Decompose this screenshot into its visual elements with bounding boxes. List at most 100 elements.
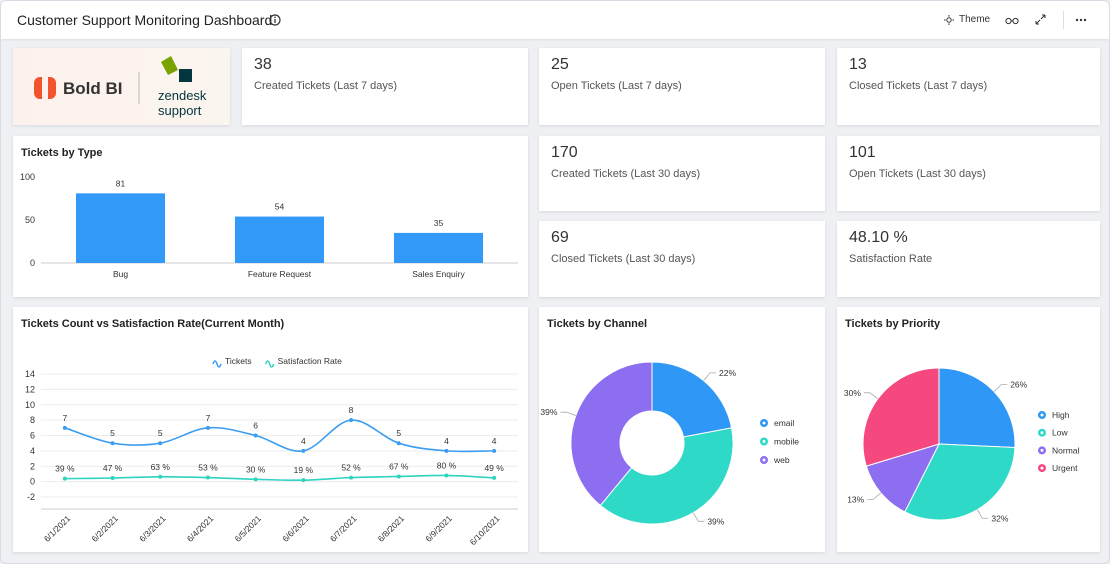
data-label: 4 [492,436,497,446]
slice [570,361,653,507]
fullscreen-icon[interactable] [1035,14,1046,25]
y-tick-label: 50 [25,215,35,225]
kpi-label: Satisfaction Rate [849,253,933,265]
point [396,474,401,479]
x-tick-label: 6/10/2021 [468,513,502,547]
leader-line [993,384,1008,392]
chart: Tickets by Priority 26% High 32% Low 13% Norma… [844,318,1080,523]
slice [862,367,940,467]
dashboard-title: Customer Support Monitoring Dashboard [17,12,273,28]
chart: Tickets by Type 0 50 100 81 Bug 54 Feature Requ… [20,147,518,279]
legend-label: Normal [1052,445,1080,455]
data-label: 30% [844,388,861,398]
legend-marker-dot [762,421,766,425]
x-tick-label: 6/1/2021 [42,513,73,544]
data-label: 54 [275,202,285,212]
kpi-value: 25 [551,56,569,73]
point [396,441,401,446]
point [349,475,354,480]
kpi-value: 38 [254,56,272,73]
data-label: 26% [1010,380,1027,390]
data-label: 39% [540,407,557,417]
view-icon[interactable] [1005,15,1019,25]
point [492,448,497,453]
theme-icon[interactable] [944,15,954,25]
point [205,475,210,480]
slice [904,443,1016,521]
y-tick-label: 12 [25,384,35,394]
kpi-label: Closed Tickets (Last 7 days) [849,80,988,92]
zendesk-mark [161,56,178,75]
chart-title: Tickets by Type [21,147,103,159]
leader-line [867,492,882,500]
x-tick-label: 6/4/2021 [185,513,216,544]
x-tick-label: 6/3/2021 [137,513,168,544]
bold-bi-text: Bold BI [63,79,123,98]
chart-card: Tickets by Type 0 50 100 81 Bug 54 Feature Requ… [13,136,528,297]
x-tick-label: Bug [113,269,128,279]
x-tick-label: Feature Request [248,269,312,279]
info-icon[interactable] [269,14,281,26]
kpi-card: 25 Open Tickets (Last 7 days) [539,48,825,125]
support-text: support [158,103,202,118]
legend-marker-dot [1040,413,1044,417]
kpi-label: Closed Tickets (Last 30 days) [551,253,696,265]
point [301,448,306,453]
chart-title: Tickets Count vs Satisfaction Rate(Curre… [21,318,285,330]
data-label: 4 [444,436,449,446]
y-tick-label: 14 [25,369,35,379]
y-tick-label: 6 [30,431,35,441]
leader-line [692,512,705,522]
data-label: 63 % [151,462,171,472]
theme-button[interactable]: Theme [959,14,991,25]
zendesk-mark-2 [179,69,192,82]
x-tick-label: 6/8/2021 [376,513,407,544]
x-tick-label: 6/2/2021 [89,513,120,544]
legend-label: Low [1052,428,1068,438]
legend-marker [212,360,222,368]
zendesk-text: zendesk [158,88,207,103]
kpi-value: 69 [551,229,569,246]
leader-line [703,372,717,381]
legend-label: High [1052,410,1070,420]
legend-label: email [774,418,794,428]
point [110,441,115,446]
point [253,477,258,482]
chart-title: Tickets by Channel [547,318,647,330]
point [444,473,449,478]
data-label: 35 [434,218,444,228]
legend-marker-dot [1040,466,1044,470]
bar [75,193,166,263]
data-label: 19 % [294,465,314,475]
x-tick-label: 6/5/2021 [233,513,264,544]
point [62,425,67,430]
kpi-card: 69 Closed Tickets (Last 30 days) [539,221,825,297]
kpi-card: 170 Created Tickets (Last 30 days) [539,136,825,211]
data-label: 39 % [55,464,75,474]
more-icon[interactable] [1075,18,1087,22]
point [62,476,67,481]
kpi-label: Created Tickets (Last 7 days) [254,80,398,92]
bar [393,232,484,263]
kpi-label: Open Tickets (Last 7 days) [551,80,682,92]
point [158,441,163,446]
kpi-card: 13 Closed Tickets (Last 7 days) [837,48,1100,125]
chart-card: Tickets by Channel 22% email 39% mobile 39% we… [539,307,825,552]
divider [1063,11,1064,29]
data-label: 32% [991,513,1008,523]
data-label: 7 [206,413,211,423]
kpi-value: 13 [849,56,867,73]
data-label: 52 % [341,463,361,473]
legend-marker-dot [1040,431,1044,435]
legend-label: web [773,455,790,465]
data-label: 47 % [103,463,123,473]
y-tick-label: 0 [30,258,35,268]
slice [651,361,733,438]
legend-marker [264,360,275,368]
data-label: 49 % [484,463,504,473]
data-label: 5 [396,428,401,438]
y-tick-label: 10 [25,400,35,410]
data-label: 81 [116,178,126,188]
legend-label: Tickets [225,356,252,366]
x-tick-label: 6/6/2021 [280,513,311,544]
